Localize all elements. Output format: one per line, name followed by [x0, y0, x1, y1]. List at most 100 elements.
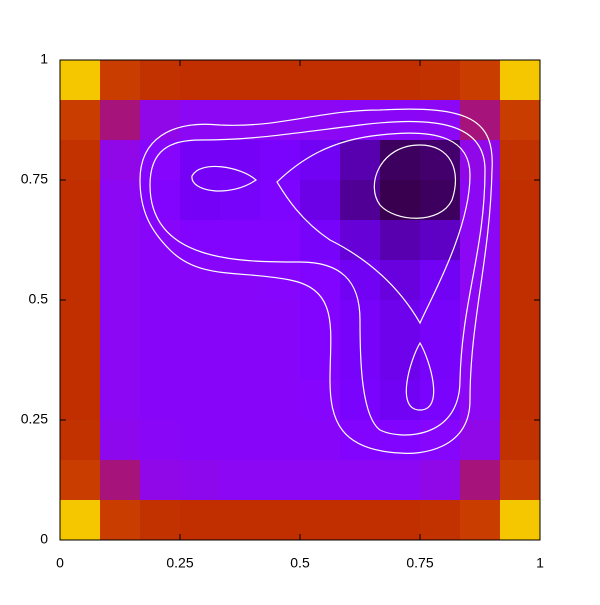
heat-cell	[180, 180, 221, 221]
heat-cell	[500, 420, 541, 461]
heat-cell	[420, 300, 461, 341]
heat-cell	[100, 420, 141, 461]
heat-cell	[60, 100, 101, 141]
heat-cell	[140, 340, 181, 381]
heat-cell	[380, 140, 421, 181]
heat-cell	[340, 220, 381, 261]
heat-cell	[380, 460, 421, 501]
heat-cell	[300, 100, 341, 141]
heat-cell	[140, 420, 181, 461]
heat-cell	[460, 60, 501, 101]
contour-line	[139, 108, 493, 454]
heat-cell	[140, 260, 181, 301]
contours	[139, 108, 493, 454]
heat-cell	[140, 180, 181, 221]
heat-cell	[140, 300, 181, 341]
heat-cell	[100, 340, 141, 381]
y-tick-label: 0.25	[21, 411, 48, 427]
heat-cell	[260, 380, 301, 421]
heat-cell	[460, 180, 501, 221]
heat-cell	[220, 420, 261, 461]
heat-cell	[220, 300, 261, 341]
heat-cell	[420, 380, 461, 421]
heat-cell	[380, 340, 421, 381]
heat-cell	[260, 60, 301, 101]
heat-cell	[260, 220, 301, 261]
heat-cell	[460, 140, 501, 181]
heat-cell	[60, 300, 101, 341]
heat-cell	[340, 260, 381, 301]
heat-cell	[220, 380, 261, 421]
heat-cell	[460, 100, 501, 141]
heat-cell	[100, 60, 141, 101]
y-tick-label: 1	[40, 51, 48, 67]
heat-cell	[60, 260, 101, 301]
contour-line	[373, 144, 456, 219]
heat-cell	[140, 140, 181, 181]
heat-cell	[60, 60, 101, 101]
heat-cell	[100, 300, 141, 341]
heat-cell	[260, 460, 301, 501]
heat-cell	[460, 260, 501, 301]
x-tick-label: 0.25	[166, 555, 193, 571]
heat-cell	[260, 140, 301, 181]
contour-line	[191, 165, 257, 192]
heat-cell	[260, 340, 301, 381]
heat-cell	[420, 340, 461, 381]
heat-cell	[340, 380, 381, 421]
heat-cell	[460, 300, 501, 341]
heat-cell	[60, 180, 101, 221]
heat-cell	[100, 260, 141, 301]
x-tick-label: 0.75	[406, 555, 433, 571]
heat-cell	[300, 300, 341, 341]
heat-cell	[100, 380, 141, 421]
heat-cell	[60, 420, 101, 461]
heat-cell	[420, 420, 461, 461]
heat-cell	[220, 260, 261, 301]
heat-cell	[380, 300, 421, 341]
heat-cell	[500, 100, 541, 141]
heat-cell	[100, 180, 141, 221]
heat-cell	[180, 100, 221, 141]
heatmap	[60, 60, 541, 541]
heat-cell	[260, 260, 301, 301]
heat-cell	[500, 300, 541, 341]
heat-cell	[420, 140, 461, 181]
heat-cell	[340, 60, 381, 101]
heat-cell	[300, 420, 341, 461]
heat-cell	[500, 180, 541, 221]
heat-cell	[340, 420, 381, 461]
heat-cell	[220, 500, 261, 541]
heat-cell	[100, 100, 141, 141]
heat-cell	[260, 300, 301, 341]
heat-cell	[180, 380, 221, 421]
y-tick-label: 0.5	[29, 291, 49, 307]
heat-cell	[180, 500, 221, 541]
heat-cell	[500, 500, 541, 541]
contour-line	[149, 120, 486, 436]
heat-cell	[300, 220, 341, 261]
heat-cell	[260, 500, 301, 541]
heat-cell	[140, 500, 181, 541]
heat-cell	[300, 460, 341, 501]
heat-cell	[340, 500, 381, 541]
heat-cell	[380, 60, 421, 101]
heat-cell	[500, 220, 541, 261]
heat-cell	[260, 180, 301, 221]
heat-cell	[420, 180, 461, 221]
heat-cell	[60, 220, 101, 261]
heat-cell	[340, 140, 381, 181]
heat-cell	[500, 60, 541, 101]
heat-cell	[500, 380, 541, 421]
heat-cell	[300, 500, 341, 541]
heat-cell	[60, 500, 101, 541]
x-tick-label: 1	[536, 555, 544, 571]
heat-cell	[220, 60, 261, 101]
heat-cell	[220, 140, 261, 181]
heat-cell	[60, 340, 101, 381]
x-tick-label: 0.5	[290, 555, 310, 571]
heat-cell	[420, 60, 461, 101]
heat-cell	[60, 460, 101, 501]
heat-cell	[180, 60, 221, 101]
heat-cell	[460, 220, 501, 261]
